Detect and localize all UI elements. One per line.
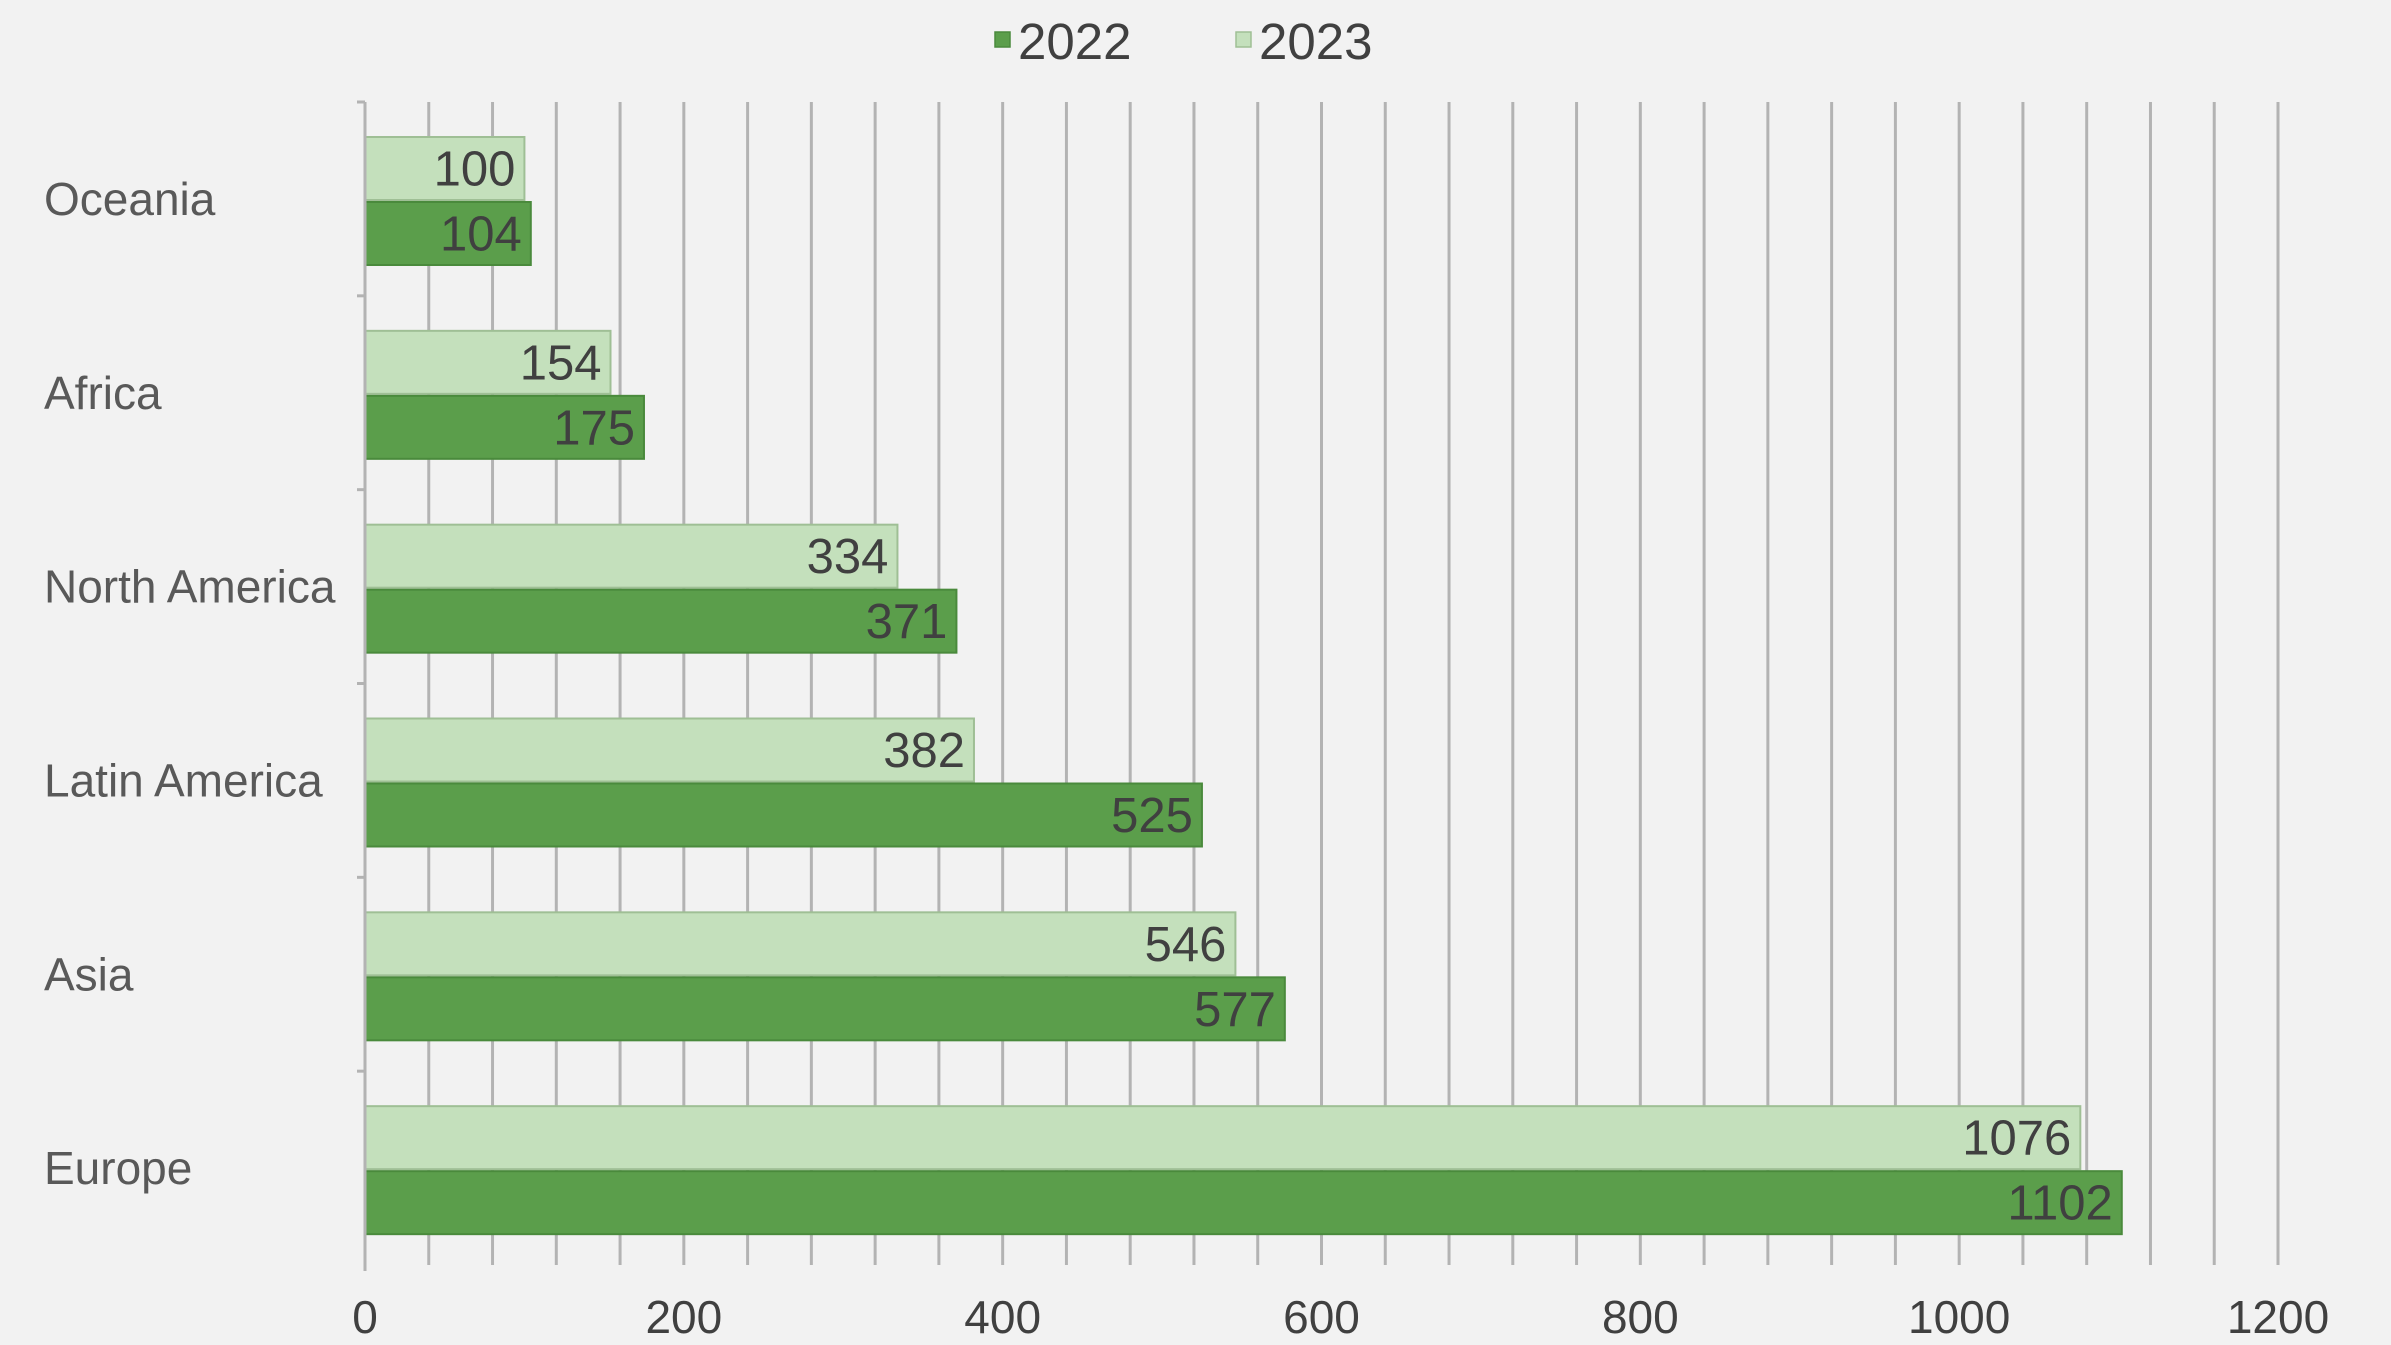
- category-label: Europe: [44, 1142, 192, 1194]
- data-label-2023: 154: [520, 336, 602, 390]
- bar-2023-europe: [364, 1105, 2082, 1171]
- data-label-2023: 1076: [1962, 1112, 2071, 1166]
- category-labels: Oceania Africa North America Latin America A…: [44, 173, 336, 1194]
- bar-2022-north-america: [364, 588, 958, 654]
- category-label: North America: [44, 561, 336, 613]
- legend-swatch-2022: [994, 31, 1011, 48]
- category-label: Asia: [44, 948, 134, 1000]
- x-tick-label: 1000: [1908, 1291, 2010, 1343]
- data-label-2022: 175: [553, 401, 635, 455]
- data-label-2022: 371: [866, 595, 948, 649]
- category-label: Oceania: [44, 173, 216, 225]
- x-tick-label: 600: [1283, 1291, 1360, 1343]
- legend-swatch-2023: [1235, 31, 1252, 48]
- x-tick-label: 800: [1602, 1291, 1679, 1343]
- data-labels: 100 104 154 175 334 371 382 525 546 577 1076 1102: [434, 143, 2113, 1231]
- x-tick-label: 1200: [2227, 1291, 2329, 1343]
- data-label-2022: 525: [1111, 789, 1193, 843]
- bar-2023-africa: [364, 329, 612, 395]
- bar-2022-latin-america: [364, 782, 1203, 848]
- data-label-2023: 546: [1145, 918, 1227, 972]
- data-label-2022: 577: [1194, 983, 1276, 1037]
- x-tick-label: 200: [645, 1291, 722, 1343]
- data-label-2022: 1102: [2007, 1177, 2112, 1231]
- legend-label-2023: 2023: [1259, 13, 1372, 70]
- legend-label-2022: 2022: [1018, 13, 1131, 70]
- bar-2022-asia: [364, 976, 1286, 1042]
- data-label-2022: 104: [440, 208, 522, 262]
- bar-2022-africa: [364, 394, 645, 460]
- x-tick-label: 400: [964, 1291, 1041, 1343]
- bar-2022-europe: [364, 1170, 2123, 1236]
- x-tick-label: 0: [352, 1291, 378, 1343]
- category-label: Latin America: [44, 754, 323, 806]
- gridlines: [427, 102, 2280, 1265]
- axes: [357, 100, 367, 1271]
- data-label-2023: 100: [434, 143, 516, 197]
- legend: 2022 2023: [994, 13, 1372, 70]
- category-label: Africa: [44, 367, 162, 419]
- bar-2023-latin-america: [364, 717, 975, 783]
- bar-2023-asia: [364, 911, 1237, 977]
- tick-labels: 0 200 400 600 800 1000 1200: [352, 1291, 2329, 1343]
- bars: [364, 136, 2123, 1236]
- data-label-2023: 334: [807, 530, 889, 584]
- bar-2022-oceania: [364, 201, 532, 266]
- bar-2023-oceania: [364, 136, 526, 201]
- data-label-2023: 382: [883, 724, 965, 778]
